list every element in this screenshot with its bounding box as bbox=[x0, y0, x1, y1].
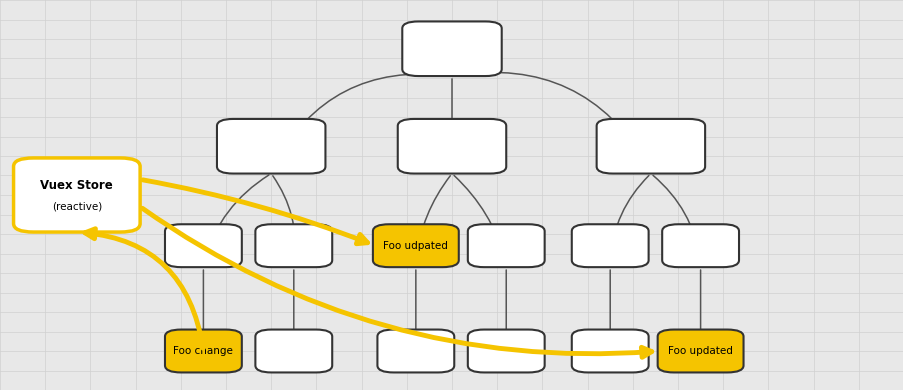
FancyBboxPatch shape bbox=[661, 224, 739, 267]
FancyBboxPatch shape bbox=[402, 21, 501, 76]
FancyBboxPatch shape bbox=[377, 330, 454, 372]
Text: Foo updated: Foo updated bbox=[667, 346, 732, 356]
FancyBboxPatch shape bbox=[572, 330, 648, 372]
FancyBboxPatch shape bbox=[468, 224, 544, 267]
Text: (reactive): (reactive) bbox=[51, 202, 102, 212]
Text: Foo change: Foo change bbox=[173, 346, 233, 356]
FancyBboxPatch shape bbox=[397, 119, 506, 174]
FancyBboxPatch shape bbox=[373, 224, 459, 267]
FancyBboxPatch shape bbox=[14, 158, 140, 232]
FancyBboxPatch shape bbox=[164, 330, 242, 372]
FancyBboxPatch shape bbox=[468, 330, 544, 372]
Text: Vuex Store: Vuex Store bbox=[41, 179, 113, 192]
FancyBboxPatch shape bbox=[256, 330, 332, 372]
FancyBboxPatch shape bbox=[256, 224, 332, 267]
FancyBboxPatch shape bbox=[164, 224, 242, 267]
FancyBboxPatch shape bbox=[657, 330, 743, 372]
FancyBboxPatch shape bbox=[596, 119, 704, 174]
FancyBboxPatch shape bbox=[217, 119, 325, 174]
FancyBboxPatch shape bbox=[572, 224, 648, 267]
Text: Foo udpated: Foo udpated bbox=[383, 241, 448, 251]
